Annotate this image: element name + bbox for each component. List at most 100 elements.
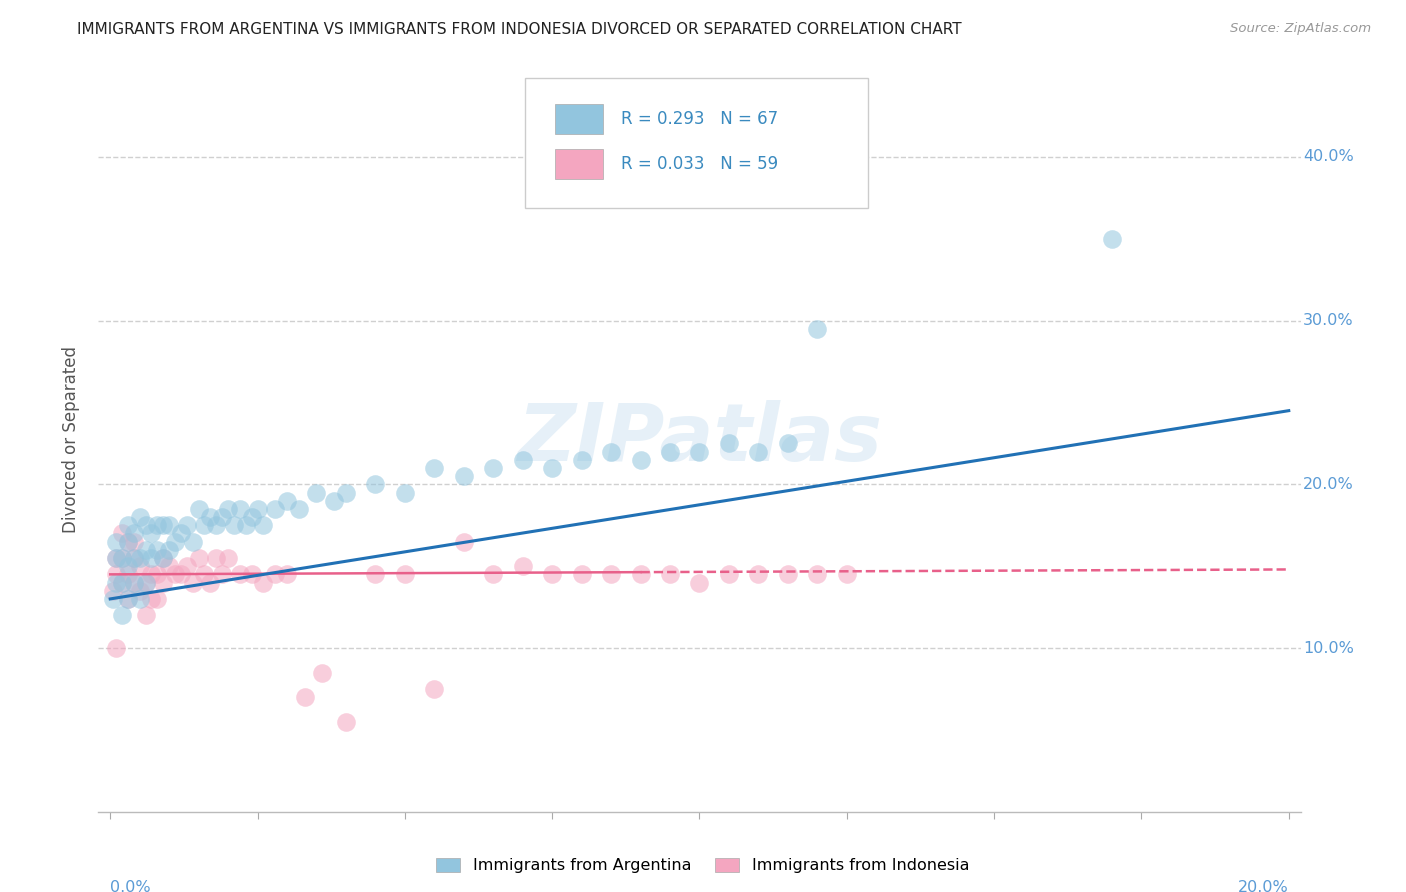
Point <box>117 534 139 549</box>
Point <box>264 567 287 582</box>
Point <box>659 567 682 582</box>
Point <box>135 608 157 623</box>
Point <box>364 567 387 582</box>
Point <box>229 501 252 516</box>
Point <box>117 591 139 606</box>
Point <box>117 591 139 606</box>
Point <box>101 583 124 598</box>
Point <box>141 591 163 606</box>
Point <box>806 567 828 582</box>
Point <box>105 534 128 549</box>
Point <box>323 493 346 508</box>
Point <box>157 559 180 574</box>
Point <box>541 461 564 475</box>
Text: 30.0%: 30.0% <box>1303 313 1354 328</box>
Point <box>181 575 204 590</box>
Point <box>101 591 124 606</box>
Point <box>111 608 134 623</box>
Point <box>146 518 169 533</box>
Point <box>571 567 593 582</box>
Point <box>200 575 222 590</box>
Point <box>335 485 357 500</box>
Point <box>117 518 139 533</box>
Point <box>211 567 233 582</box>
Point <box>146 591 169 606</box>
Text: 20.0%: 20.0% <box>1303 477 1354 491</box>
Point <box>423 461 446 475</box>
Point <box>717 567 740 582</box>
Point <box>105 551 128 566</box>
Point <box>482 567 505 582</box>
Point <box>776 436 799 450</box>
Point <box>205 551 228 566</box>
Point <box>252 575 274 590</box>
Point <box>276 567 298 582</box>
Point <box>252 518 274 533</box>
Point <box>152 551 174 566</box>
Point <box>105 575 128 590</box>
Point <box>122 526 145 541</box>
Text: R = 0.293   N = 67: R = 0.293 N = 67 <box>621 110 779 128</box>
Point <box>105 567 128 582</box>
Point <box>229 567 252 582</box>
Point <box>630 452 652 467</box>
Point <box>835 567 858 582</box>
Text: 40.0%: 40.0% <box>1303 150 1354 164</box>
Point <box>806 322 828 336</box>
Point <box>222 518 245 533</box>
Point <box>305 485 328 500</box>
FancyBboxPatch shape <box>526 78 868 209</box>
Point <box>117 534 139 549</box>
Point <box>122 575 145 590</box>
Point <box>688 575 710 590</box>
Point <box>187 551 209 566</box>
Point <box>157 542 180 557</box>
Point <box>122 551 145 566</box>
Point <box>205 518 228 533</box>
Point <box>394 485 416 500</box>
Point <box>176 518 198 533</box>
Point <box>141 567 163 582</box>
Point <box>571 452 593 467</box>
FancyBboxPatch shape <box>555 149 603 178</box>
Point <box>111 575 134 590</box>
Point <box>747 567 769 582</box>
Point <box>217 501 239 516</box>
Text: IMMIGRANTS FROM ARGENTINA VS IMMIGRANTS FROM INDONESIA DIVORCED OR SEPARATED COR: IMMIGRANTS FROM ARGENTINA VS IMMIGRANTS … <box>77 22 962 37</box>
Point <box>122 551 145 566</box>
Point <box>240 567 263 582</box>
Point <box>157 518 180 533</box>
Point <box>600 567 623 582</box>
Point <box>135 575 157 590</box>
Point <box>512 559 534 574</box>
Point <box>117 559 139 574</box>
Point <box>128 510 150 524</box>
Point <box>128 591 150 606</box>
Point <box>193 567 215 582</box>
Point <box>111 575 134 590</box>
Point <box>170 567 193 582</box>
Point <box>152 575 174 590</box>
Point <box>482 461 505 475</box>
Point <box>453 469 475 483</box>
Point <box>176 559 198 574</box>
Point <box>122 575 145 590</box>
Point <box>541 567 564 582</box>
Point <box>364 477 387 491</box>
Point <box>146 542 169 557</box>
Text: 0.0%: 0.0% <box>110 880 150 892</box>
Point <box>135 542 157 557</box>
Point <box>111 526 134 541</box>
Point <box>193 518 215 533</box>
Point <box>111 551 134 566</box>
Point <box>146 567 169 582</box>
Point <box>335 714 357 729</box>
Point <box>152 551 174 566</box>
Point <box>152 518 174 533</box>
Point <box>423 681 446 696</box>
FancyBboxPatch shape <box>555 104 603 134</box>
Text: 20.0%: 20.0% <box>1239 880 1289 892</box>
Point <box>1101 232 1123 246</box>
Point <box>659 444 682 458</box>
Point <box>276 493 298 508</box>
